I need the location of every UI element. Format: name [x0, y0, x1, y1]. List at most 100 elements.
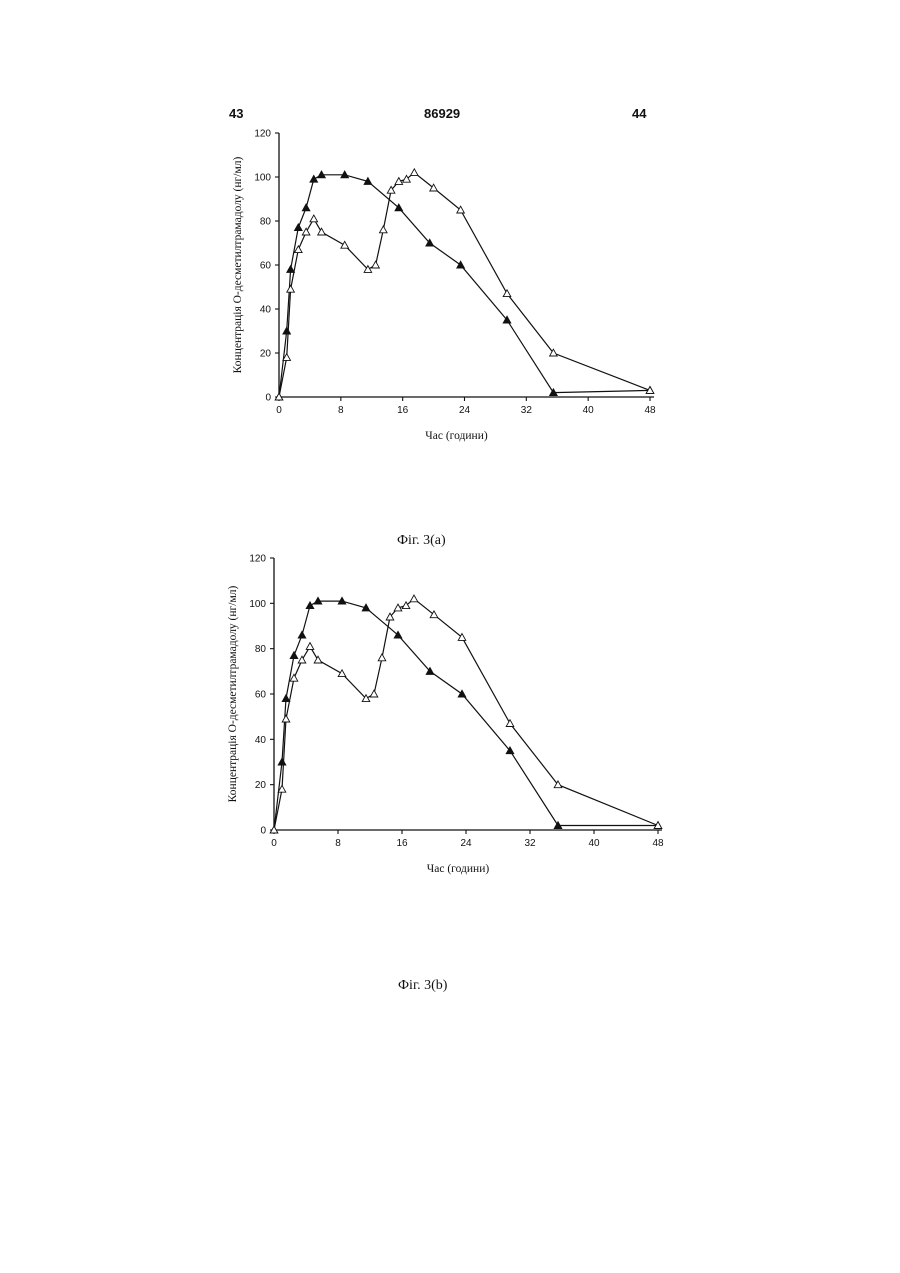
data-point-open-triangle [297, 655, 307, 664]
data-point-filled-triangle [277, 757, 287, 766]
patent-number: 86929 [424, 106, 461, 121]
data-point-filled-triangle [361, 603, 371, 612]
data-point-open-triangle [274, 392, 284, 401]
data-point-open-triangle [502, 288, 512, 298]
y-tick-label: 40 [255, 735, 267, 746]
x-tick-label: 48 [644, 405, 656, 416]
data-point-open-triangle [377, 652, 387, 662]
y-tick-label: 40 [260, 305, 272, 316]
data-point-filled-triangle [425, 238, 435, 247]
x-tick-label: 8 [338, 405, 344, 416]
x-tick-label: 40 [583, 405, 595, 416]
series-line-open-triangle [278, 171, 651, 398]
data-point-open-triangle [309, 214, 319, 223]
data-point-open-triangle [289, 673, 299, 682]
data-point-filled-triangle [316, 170, 327, 179]
y-tick-label: 100 [249, 599, 266, 610]
y-tick-label: 60 [255, 690, 267, 701]
chart-figure-3a: 0 20 40 60 80 100 120 0 8 16 24 32 40 48 Час (години) К… [232, 129, 656, 443]
data-point-open-triangle [313, 655, 323, 664]
x-tick-label: 32 [521, 405, 533, 416]
data-point-open-triangle [385, 612, 395, 621]
data-point-filled-triangle [393, 630, 403, 639]
data-point-open-triangle [401, 600, 411, 610]
data-point-open-triangle [457, 632, 467, 641]
y-tick-label: 120 [254, 129, 271, 140]
data-point-open-triangle [301, 227, 311, 236]
y-tick-label: 120 [249, 554, 266, 565]
data-point-filled-triangle [394, 203, 404, 212]
data-point-open-triangle [393, 603, 403, 612]
y-tick-label: 100 [254, 173, 271, 184]
data-point-filled-triangle [548, 387, 558, 397]
data-point-open-triangle [548, 348, 558, 357]
data-point-open-triangle [361, 693, 371, 703]
x-tick-label: 0 [271, 838, 277, 849]
data-point-open-triangle [363, 264, 373, 273]
y-axis-title: Концентрація О-десметилтрамадолу (нг/мл) [227, 586, 239, 803]
data-point-filled-triangle [425, 666, 435, 675]
data-point-open-triangle [505, 718, 515, 727]
data-point-filled-triangle [457, 689, 467, 698]
x-axis-title: Час (години) [427, 863, 490, 875]
y-tick-label: 0 [265, 393, 271, 404]
data-point-filled-triangle [502, 315, 512, 324]
page-number-left: 43 [229, 106, 244, 121]
data-point-filled-triangle [363, 176, 373, 185]
data-point-open-triangle [429, 609, 439, 619]
data-point-filled-triangle [456, 260, 466, 269]
figure-caption-3a: Фіг. 3(a) [397, 533, 446, 548]
x-axis-title: Час (години) [425, 430, 488, 442]
x-tick-label: 24 [460, 838, 472, 849]
data-point-open-triangle [653, 820, 663, 829]
y-tick-label: 0 [260, 826, 266, 837]
data-point-open-triangle [281, 714, 291, 723]
data-point-open-triangle [456, 205, 466, 214]
data-point-filled-triangle [505, 745, 515, 755]
data-point-open-triangle [401, 174, 412, 183]
data-point-open-triangle [369, 689, 379, 698]
data-point-filled-triangle [305, 600, 315, 610]
data-point-open-triangle [269, 825, 279, 834]
x-tick-label: 16 [397, 405, 409, 416]
y-tick-label: 20 [255, 780, 267, 791]
data-point-open-triangle [394, 176, 404, 185]
data-point-filled-triangle [289, 650, 299, 659]
data-point-open-triangle [371, 260, 381, 269]
data-point-open-triangle [305, 641, 315, 650]
y-tick-label: 20 [260, 349, 272, 360]
data-point-filled-triangle [337, 596, 347, 605]
page-number-right: 44 [632, 106, 647, 121]
x-tick-label: 16 [396, 838, 408, 849]
series-line-open-triangle [273, 598, 659, 831]
x-tick-label: 0 [276, 405, 282, 416]
y-tick-label: 60 [260, 261, 272, 272]
data-point-filled-triangle [286, 264, 296, 273]
data-point-open-triangle [645, 385, 655, 394]
data-point-open-triangle [316, 227, 327, 236]
data-point-open-triangle [429, 183, 439, 192]
data-point-filled-triangle [297, 630, 307, 639]
data-point-filled-triangle [293, 222, 303, 232]
data-point-open-triangle [340, 240, 350, 249]
data-point-open-triangle [277, 784, 287, 793]
data-point-open-triangle [286, 284, 296, 293]
y-tick-label: 80 [260, 217, 272, 228]
data-point-open-triangle [553, 779, 563, 789]
y-tick-label: 80 [255, 644, 267, 655]
x-tick-label: 24 [459, 405, 471, 416]
data-point-filled-triangle [309, 174, 319, 183]
figure-caption-3b: Фіг. 3(b) [398, 978, 448, 993]
data-point-open-triangle [386, 185, 396, 194]
x-tick-label: 40 [588, 838, 600, 849]
data-point-filled-triangle [301, 203, 311, 212]
data-point-filled-triangle [340, 170, 350, 179]
data-point-open-triangle [337, 668, 347, 678]
data-point-open-triangle [378, 225, 388, 234]
x-tick-label: 32 [524, 838, 536, 849]
series-line-filled-triangle [273, 600, 658, 831]
data-point-filled-triangle [313, 596, 323, 605]
y-axis-title: Концентрація О-десметилтрамадолу (нг/мл) [232, 157, 244, 374]
data-point-filled-triangle [553, 820, 563, 829]
x-tick-label: 48 [652, 838, 664, 849]
